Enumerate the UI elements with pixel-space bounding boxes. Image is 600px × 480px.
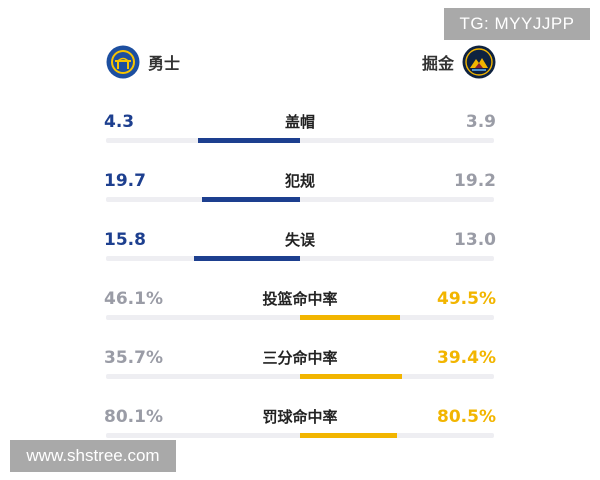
stat-row: 19.7 犯规 19.2 bbox=[104, 169, 496, 209]
stat-bar-left bbox=[198, 138, 300, 143]
stat-value-right: 49.5% bbox=[437, 289, 496, 309]
team-left: 勇士 bbox=[106, 44, 180, 80]
stat-label: 投篮命中率 bbox=[262, 290, 338, 308]
stat-label: 罚球命中率 bbox=[262, 408, 338, 426]
stat-row: 80.1% 罚球命中率 80.5% bbox=[104, 405, 496, 445]
stat-bar-right bbox=[300, 374, 402, 379]
stat-track bbox=[106, 138, 494, 143]
stat-value-right: 39.4% bbox=[437, 348, 496, 368]
stat-row: 35.7% 三分命中率 39.4% bbox=[104, 346, 496, 386]
stat-bar-left bbox=[194, 256, 300, 261]
warriors-logo-icon bbox=[106, 45, 140, 79]
stat-row: 46.1% 投篮命中率 49.5% bbox=[104, 287, 496, 327]
watermark-bottom: www.shstree.com bbox=[10, 440, 176, 472]
stat-value-left: 19.7 bbox=[104, 171, 146, 191]
stat-value-left: 4.3 bbox=[104, 112, 135, 132]
team-right: 掘金 bbox=[422, 44, 496, 80]
stat-value-right: 80.5% bbox=[437, 407, 496, 427]
stat-row: 15.8 失误 13.0 bbox=[104, 228, 496, 268]
stat-track bbox=[106, 197, 494, 202]
team-name-right: 掘金 bbox=[421, 54, 454, 73]
stat-track bbox=[106, 256, 494, 261]
stat-label: 犯规 bbox=[284, 172, 315, 190]
stat-bar-right bbox=[300, 315, 400, 320]
stat-value-left: 80.1% bbox=[104, 407, 163, 427]
team-name-left: 勇士 bbox=[148, 54, 181, 73]
stat-label: 三分命中率 bbox=[262, 349, 338, 367]
stat-bar-left bbox=[202, 197, 300, 202]
stat-value-left: 46.1% bbox=[104, 289, 163, 309]
stat-value-right: 19.2 bbox=[454, 171, 496, 191]
stat-row: 4.3 盖帽 3.9 bbox=[104, 110, 496, 150]
stat-label: 失误 bbox=[284, 231, 315, 249]
stat-value-left: 35.7% bbox=[104, 348, 163, 368]
stat-value-left: 15.8 bbox=[104, 230, 146, 250]
stat-value-right: 3.9 bbox=[465, 112, 496, 132]
stat-label: 盖帽 bbox=[284, 113, 315, 131]
stat-value-right: 13.0 bbox=[454, 230, 496, 250]
nuggets-logo-icon bbox=[462, 45, 496, 79]
stat-bar-right bbox=[300, 433, 397, 438]
watermark-top: TG: MYYJJPP bbox=[444, 8, 590, 40]
